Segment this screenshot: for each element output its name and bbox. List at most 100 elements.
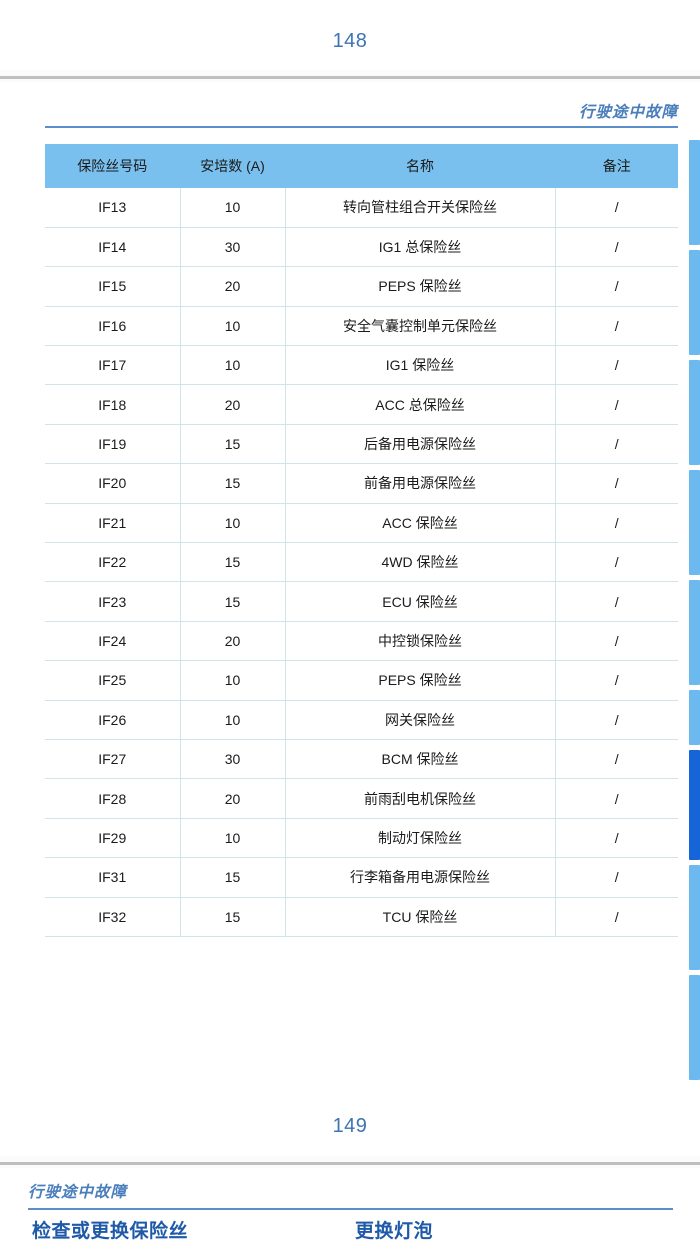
next-page-running-head-rule xyxy=(28,1208,673,1210)
nav-segment[interactable] xyxy=(689,470,700,575)
table-row: IF26 10 网关保险丝 / xyxy=(45,700,678,740)
cell-name: 中控锁保险丝 xyxy=(285,621,556,662)
cell-fuse-number: IF18 xyxy=(45,384,181,425)
nav-segment[interactable] xyxy=(689,975,700,1080)
table-row: IF19 15 后备用电源保险丝 / xyxy=(45,424,678,465)
cell-name: PEPS 保险丝 xyxy=(285,266,556,307)
cell-remark: / xyxy=(555,818,678,859)
cell-name: 4WD 保险丝 xyxy=(285,542,556,583)
table-row: IF18 20 ACC 总保险丝 / xyxy=(45,384,678,425)
table-row: IF24 20 中控锁保险丝 / xyxy=(45,621,678,662)
running-head: 行驶途中故障 xyxy=(578,104,678,121)
cell-fuse-number: IF20 xyxy=(45,463,181,504)
cell-name: 制动灯保险丝 xyxy=(285,818,556,859)
table-row: IF13 10 转向管柱组合开关保险丝 / xyxy=(45,188,678,228)
cell-amperage: 30 xyxy=(180,739,286,780)
cell-amperage: 20 xyxy=(180,266,286,307)
cell-remark: / xyxy=(555,384,678,425)
cell-fuse-number: IF19 xyxy=(45,424,181,465)
cell-fuse-number: IF25 xyxy=(45,660,181,701)
nav-segment[interactable] xyxy=(689,865,700,970)
cell-amperage: 15 xyxy=(180,897,286,937)
cell-name: ECU 保险丝 xyxy=(285,581,556,622)
page-content-150: 行驶途中故障 检查或更换保险丝 更换灯泡 xyxy=(0,1168,700,1244)
cell-amperage: 10 xyxy=(180,306,286,347)
page-navigator-strip[interactable] xyxy=(689,0,700,1244)
cell-remark: / xyxy=(555,306,678,347)
cell-remark: / xyxy=(555,424,678,465)
column-header-name: 名称 xyxy=(285,144,556,188)
cell-remark: / xyxy=(555,463,678,504)
cell-fuse-number: IF27 xyxy=(45,739,181,780)
cell-amperage: 10 xyxy=(180,188,286,228)
cell-name: 安全气囊控制单元保险丝 xyxy=(285,306,556,347)
cell-remark: / xyxy=(555,542,678,583)
cell-name: IG1 保险丝 xyxy=(285,345,556,386)
table-header-row: 保险丝号码 安培数 (A) 名称 备注 xyxy=(45,144,678,188)
page-divider-rule xyxy=(0,1162,700,1165)
cell-name: 网关保险丝 xyxy=(285,700,556,740)
cell-fuse-number: IF24 xyxy=(45,621,181,662)
cell-fuse-number: IF26 xyxy=(45,700,181,740)
cell-amperage: 10 xyxy=(180,818,286,859)
cell-remark: / xyxy=(555,778,678,819)
table-row: IF25 10 PEPS 保险丝 / xyxy=(45,660,678,701)
cell-fuse-number: IF21 xyxy=(45,503,181,544)
nav-segment-active[interactable] xyxy=(689,750,700,860)
cell-amperage: 20 xyxy=(180,384,286,425)
page-number-above: 148 xyxy=(332,30,368,52)
column-header-amperage: 安培数 (A) xyxy=(180,144,286,188)
table-row: IF21 10 ACC 保险丝 / xyxy=(45,503,678,544)
cell-remark: / xyxy=(555,581,678,622)
table-row: IF17 10 IG1 保险丝 / xyxy=(45,345,678,386)
cell-remark: / xyxy=(555,266,678,307)
cell-remark: / xyxy=(555,857,678,898)
nav-segment[interactable] xyxy=(689,140,700,245)
cell-amperage: 20 xyxy=(180,621,286,662)
cell-fuse-number: IF23 xyxy=(45,581,181,622)
column-header-fuse-number: 保险丝号码 xyxy=(45,144,181,188)
cell-name: TCU 保险丝 xyxy=(285,897,556,937)
cell-name: 前雨刮电机保险丝 xyxy=(285,778,556,819)
page-divider-bottom xyxy=(0,1156,700,1168)
cell-remark: / xyxy=(555,503,678,544)
page-content-149: 行驶途中故障 保险丝号码 安培数 (A) 名称 备注 IF13 10 转向管柱组合开… xyxy=(0,82,700,1156)
table-row: IF23 15 ECU 保险丝 / xyxy=(45,581,678,622)
cell-fuse-number: IF22 xyxy=(45,542,181,583)
cell-name: 行李箱备用电源保险丝 xyxy=(285,857,556,898)
page-divider-top xyxy=(0,70,700,82)
nav-segment[interactable] xyxy=(689,580,700,685)
cell-amperage: 15 xyxy=(180,424,286,465)
cell-amperage: 15 xyxy=(180,542,286,583)
table-row: IF29 10 制动灯保险丝 / xyxy=(45,818,678,859)
table-row: IF27 30 BCM 保险丝 / xyxy=(45,739,678,780)
cell-remark: / xyxy=(555,621,678,662)
next-page-heading-check-replace-fuse: 检查或更换保险丝 xyxy=(32,1221,189,1242)
cell-amperage: 10 xyxy=(180,503,286,544)
cell-name: 转向管柱组合开关保险丝 xyxy=(285,188,556,228)
cell-fuse-number: IF16 xyxy=(45,306,181,347)
cell-amperage: 10 xyxy=(180,660,286,701)
cell-fuse-number: IF28 xyxy=(45,778,181,819)
cell-fuse-number: IF29 xyxy=(45,818,181,859)
table-row: IF28 20 前雨刮电机保险丝 / xyxy=(45,778,678,819)
cell-remark: / xyxy=(555,897,678,937)
cell-amperage: 15 xyxy=(180,857,286,898)
column-header-remark: 备注 xyxy=(555,144,678,188)
fuse-table-body: IF13 10 转向管柱组合开关保险丝 / IF14 30 IG1 总保险丝 / IF15 2… xyxy=(45,188,678,937)
cell-fuse-number: IF14 xyxy=(45,227,181,268)
cell-remark: / xyxy=(555,660,678,701)
cell-amperage: 15 xyxy=(180,581,286,622)
table-row: IF14 30 IG1 总保险丝 / xyxy=(45,227,678,268)
cell-fuse-number: IF13 xyxy=(45,188,181,228)
nav-segment[interactable] xyxy=(689,360,700,465)
table-row: IF31 15 行李箱备用电源保险丝 / xyxy=(45,857,678,898)
nav-segment[interactable] xyxy=(689,250,700,355)
cell-name: ACC 保险丝 xyxy=(285,503,556,544)
next-page-running-head: 行驶途中故障 xyxy=(28,1184,128,1201)
cell-amperage: 10 xyxy=(180,345,286,386)
cell-fuse-number: IF17 xyxy=(45,345,181,386)
cell-name: PEPS 保险丝 xyxy=(285,660,556,701)
nav-segment[interactable] xyxy=(689,690,700,745)
